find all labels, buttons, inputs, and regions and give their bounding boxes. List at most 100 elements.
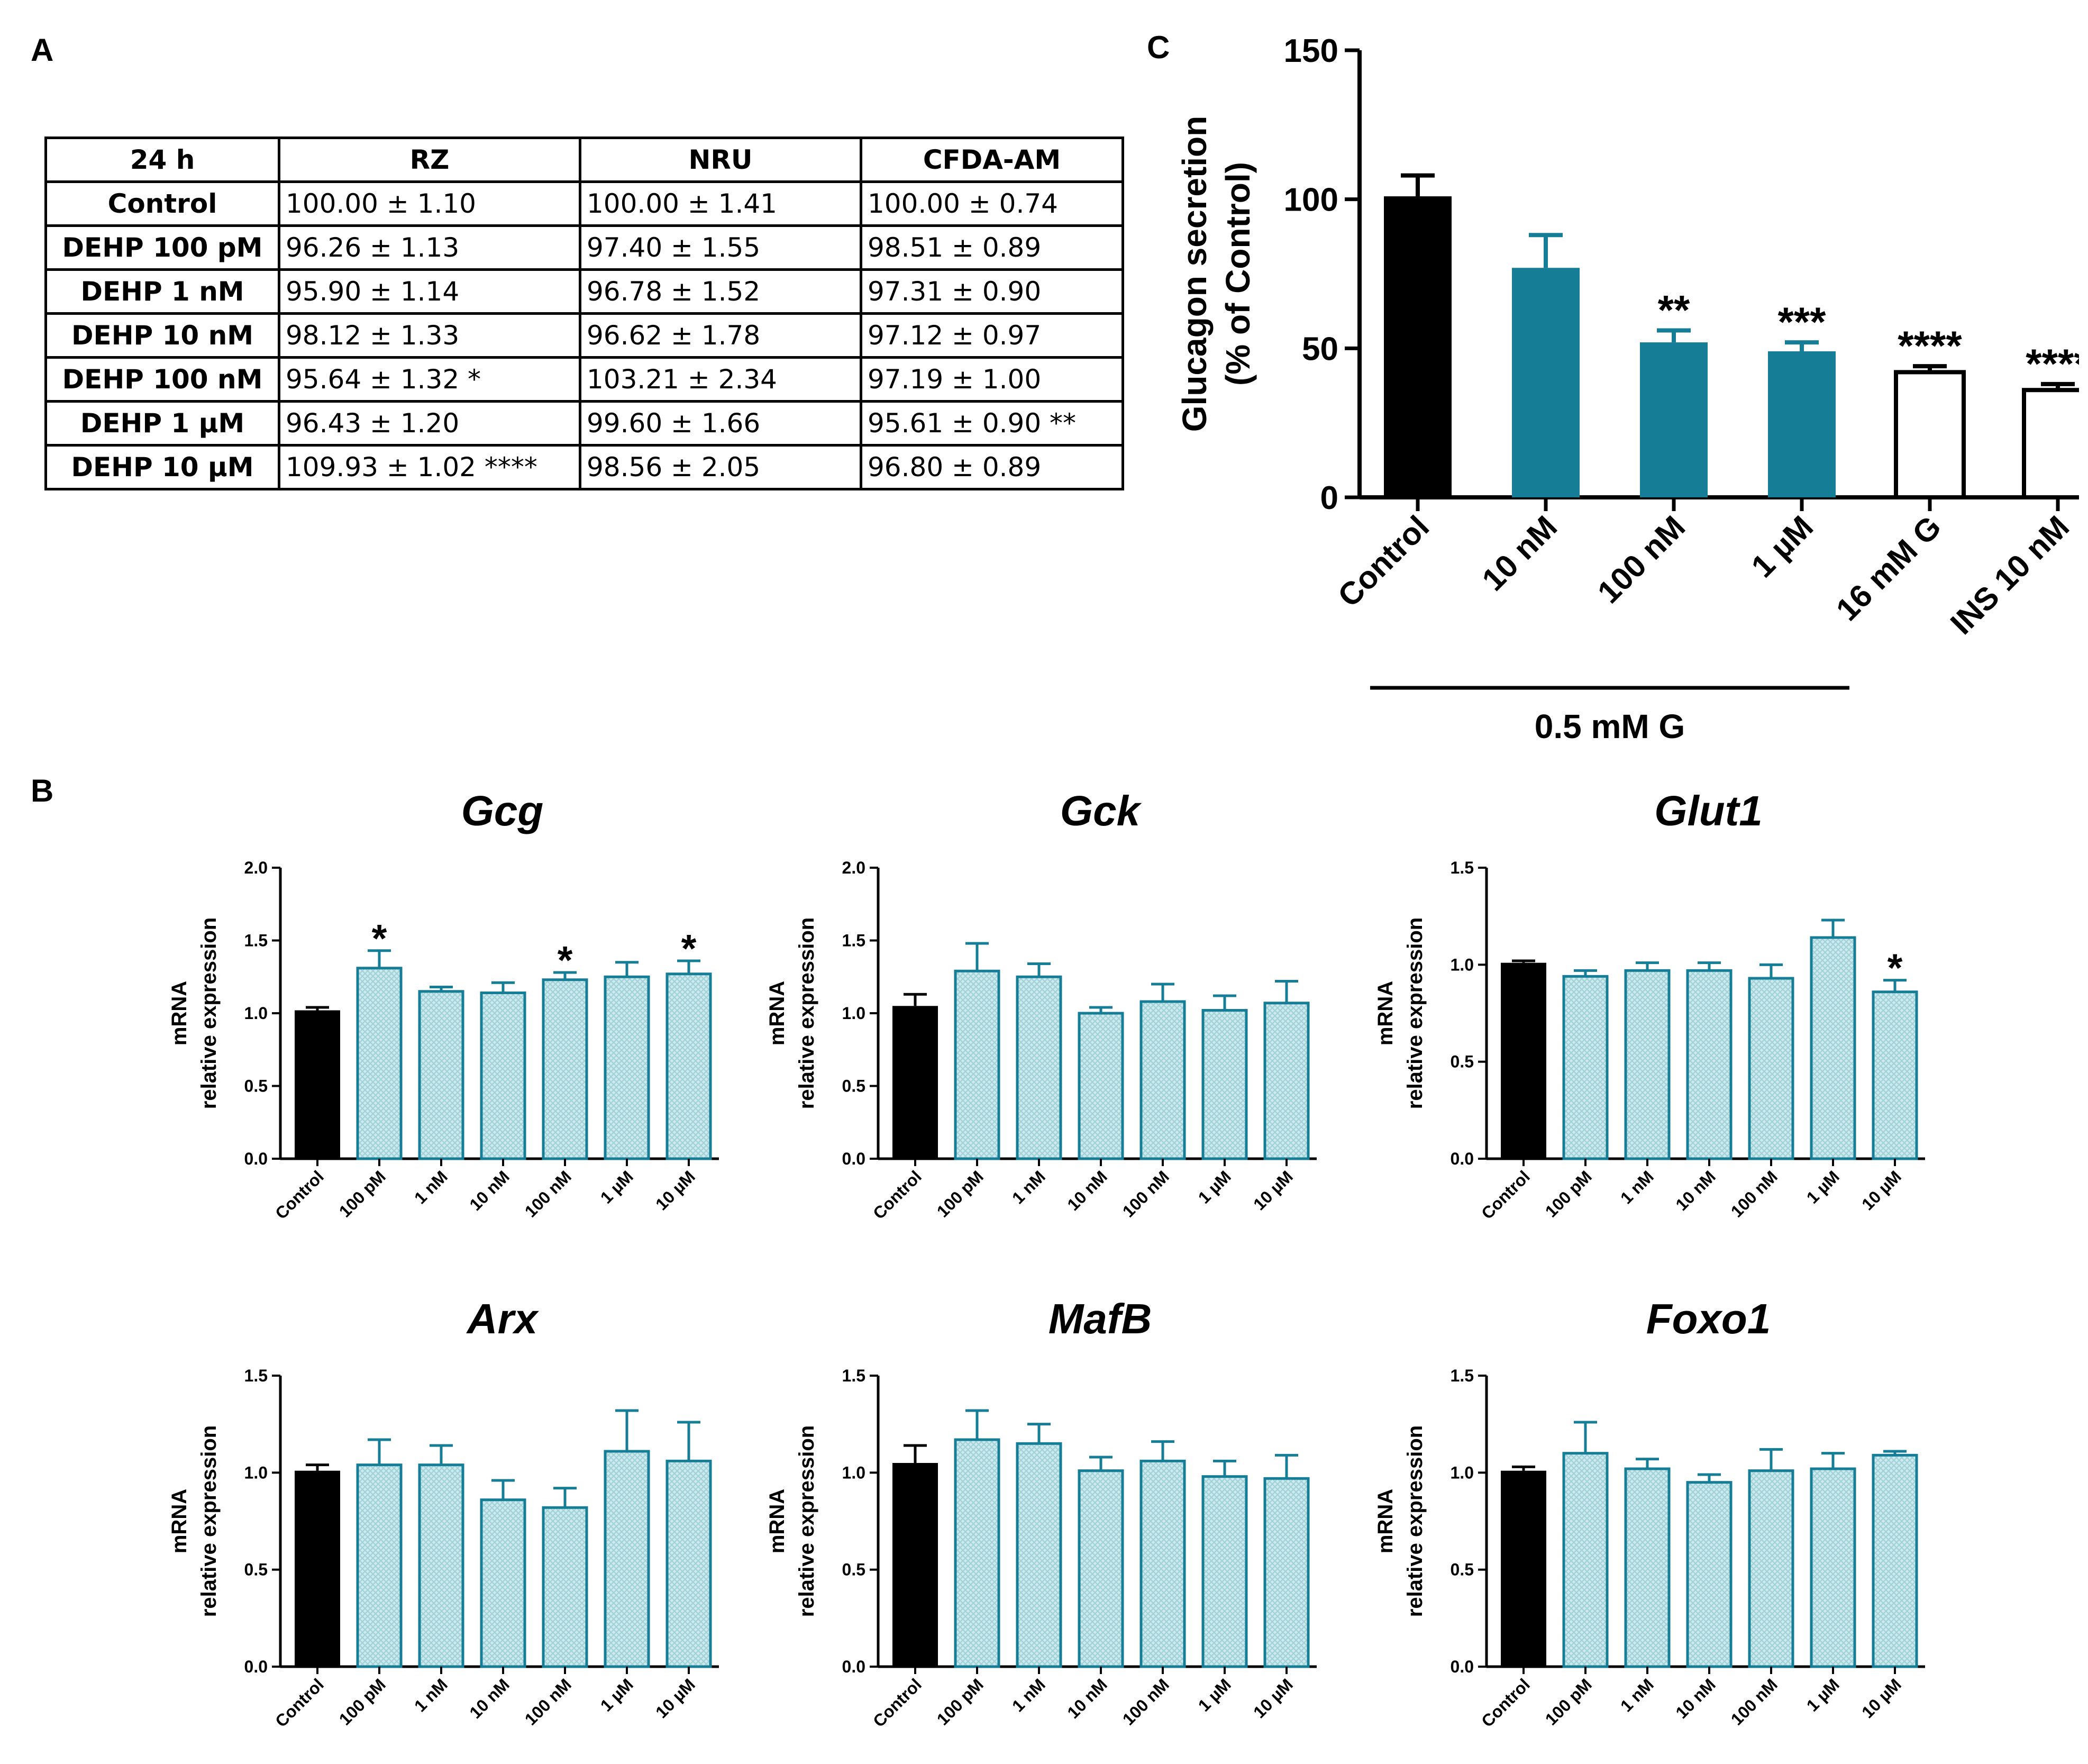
- table-header-row: 24 h RZ NRU CFDA-AM: [44, 137, 1124, 183]
- cell-rz: 109.93 ± 1.02 ****: [278, 444, 581, 490]
- header-cell-time: 24 h: [44, 137, 280, 183]
- bar: [1748, 1469, 1794, 1668]
- y-tick-label: 1.5: [244, 1366, 268, 1385]
- row-label: DEHP 100 nM: [44, 356, 280, 403]
- bar: [1562, 1452, 1609, 1668]
- bar: [542, 978, 588, 1160]
- gck-expression-chart: Gck 0.0 0.5 1.0 1.5 2.0 mRNA relative expressio…: [765, 787, 1317, 1223]
- bar: [1872, 1453, 1918, 1668]
- bar: [1686, 1481, 1733, 1668]
- group-label: 0.5 mM G: [1535, 707, 1685, 745]
- bar: [1139, 1459, 1186, 1668]
- y-tick-label: 0.5: [244, 1077, 268, 1096]
- header-cell-cfda: CFDA-AM: [860, 137, 1124, 183]
- table-row: DEHP 10 µM 109.93 ± 1.02 **** 98.56 ± 2.…: [44, 444, 1124, 490]
- x-tick-label: 1 nM: [1008, 1167, 1049, 1207]
- y-axis-label-line: relative expression: [1403, 1425, 1427, 1617]
- bar: [480, 1498, 526, 1668]
- significance-label: ***: [1777, 298, 1826, 345]
- y-tick-label: 0.5: [1451, 1052, 1474, 1071]
- x-tick-label: 100 nM: [521, 1167, 575, 1221]
- bar: [1562, 975, 1609, 1160]
- bar: [954, 1438, 1000, 1668]
- table-row: DEHP 100 nM 95.64 ± 1.32 * 103.21 ± 2.34…: [44, 356, 1124, 403]
- y-axis-label-line: mRNA: [168, 1489, 191, 1553]
- x-tick-label: 10 µM: [652, 1675, 699, 1722]
- cell-rz: 96.43 ± 1.20: [278, 400, 581, 447]
- y-axis-label-line: relative expression: [795, 1425, 818, 1617]
- y-axis-label: mRNA relative expression: [1374, 1425, 1427, 1617]
- bar: [1078, 1012, 1124, 1160]
- x-tick-label: INS 10 nM: [1944, 509, 2076, 641]
- cell-rz: 95.64 ± 1.32 *: [278, 356, 581, 403]
- x-tick-label: 100 nM: [1591, 509, 1692, 610]
- y-tick-label: 0.5: [842, 1077, 865, 1096]
- y-axis-label: mRNA relative expression: [765, 1425, 818, 1617]
- bar: [1139, 1000, 1186, 1160]
- row-label: DEHP 10 nM: [44, 312, 280, 359]
- cell-nru: 99.60 ± 1.66: [579, 400, 862, 447]
- foxo1-expression-chart: Foxo1 0.0 0.5 1.0 1.5 mRNA relative expression…: [1374, 1295, 1925, 1731]
- bar: [1263, 1002, 1310, 1160]
- y-tick-label: 0.0: [244, 1657, 268, 1676]
- row-label: DEHP 1 µM: [44, 400, 280, 447]
- significance-label: **: [1658, 287, 1690, 333]
- y-tick-label: 0.5: [244, 1560, 268, 1579]
- significance-label: *: [558, 938, 573, 982]
- x-tick-label: 100 nM: [1119, 1167, 1173, 1221]
- y-tick-label: 1.5: [842, 931, 865, 950]
- x-tick-label: Control: [869, 1167, 925, 1223]
- bar: [665, 1459, 712, 1668]
- x-tick-label: Control: [1331, 509, 1436, 614]
- y-axis-label-line: mRNA: [1374, 981, 1397, 1045]
- x-tick-label: 10 µM: [1250, 1675, 1297, 1722]
- y-tick-label: 1.5: [1451, 1366, 1474, 1385]
- x-tick-label: 1 nM: [1617, 1167, 1657, 1207]
- y-tick-label: 0.0: [1451, 1657, 1474, 1676]
- cell-cfda: 97.12 ± 0.97: [860, 312, 1124, 359]
- x-tick-label: 100 pM: [933, 1675, 987, 1729]
- x-tick-label: 10 µM: [1858, 1675, 1905, 1722]
- table-row: DEHP 100 pM 96.26 ± 1.13 97.40 ± 1.55 98…: [44, 224, 1124, 271]
- bar: [1016, 1442, 1062, 1668]
- x-tick-label: 10 nM: [1672, 1167, 1719, 1214]
- chart-title: Gcg: [461, 787, 544, 834]
- arx-expression-chart: Arx 0.0 0.5 1.0 1.5 mRNA relative expression Co…: [168, 1295, 719, 1731]
- table-row: DEHP 10 nM 98.12 ± 1.33 96.62 ± 1.78 97.…: [44, 312, 1124, 359]
- x-tick-label: 16 mM G: [1829, 509, 1948, 628]
- row-label: DEHP 1 nM: [44, 268, 280, 315]
- y-tick-label: 1.5: [842, 1366, 865, 1385]
- table-row: DEHP 1 nM 95.90 ± 1.14 96.78 ± 1.52 97.3…: [44, 268, 1124, 315]
- y-tick-label: 1.0: [842, 1004, 865, 1023]
- bar: [892, 1006, 938, 1159]
- bar: [1384, 196, 1452, 497]
- y-tick-label: 1.0: [244, 1004, 268, 1023]
- bar: [1894, 370, 1966, 500]
- bar: [418, 1463, 464, 1668]
- y-tick-label: 1.0: [1451, 955, 1474, 974]
- bar: [295, 1010, 340, 1159]
- cell-cfda: 100.00 ± 0.74: [860, 180, 1124, 227]
- y-tick-label: 1.5: [1451, 858, 1474, 877]
- bar: [1016, 975, 1062, 1160]
- panel-label-c: C: [1147, 30, 1170, 65]
- bar: [1624, 1467, 1671, 1668]
- y-tick-label: 100: [1284, 182, 1338, 219]
- y-axis-label-line: mRNA: [168, 981, 191, 1045]
- cell-cfda: 97.19 ± 1.00: [860, 356, 1124, 403]
- y-axis-label: mRNA relative expression: [168, 917, 221, 1109]
- bar: [1201, 1009, 1248, 1160]
- bar: [356, 967, 403, 1160]
- x-tick-label: 100 nM: [1727, 1675, 1781, 1729]
- bar: [1501, 1470, 1546, 1667]
- bar: [604, 975, 650, 1160]
- x-tick-label: 10 µM: [1858, 1167, 1905, 1214]
- cell-nru: 97.40 ± 1.55: [579, 224, 862, 271]
- y-axis-label: mRNA relative expression: [168, 1425, 221, 1617]
- header-cell-nru: NRU: [579, 137, 862, 183]
- cell-nru: 98.56 ± 2.05: [579, 444, 862, 490]
- x-tick-label: 1 µM: [597, 1167, 637, 1207]
- x-tick-label: Control: [869, 1675, 925, 1731]
- x-tick-label: Control: [1478, 1675, 1534, 1731]
- bar: [892, 1463, 938, 1667]
